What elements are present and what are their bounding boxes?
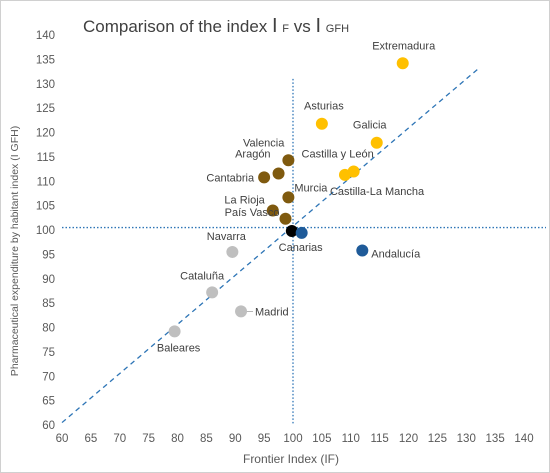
y-tick-label: 95 (42, 249, 55, 261)
x-tick-label: 75 (142, 433, 155, 445)
y-tick-label: 110 (37, 176, 55, 188)
data-point-label: País Vasco (225, 207, 280, 219)
x-tick-label: 65 (84, 433, 97, 445)
y-tick-label: 125 (36, 103, 55, 115)
y-tick-label: 65 (42, 396, 55, 408)
y-tick-label: 130 (36, 79, 55, 91)
title-var2: I (316, 15, 322, 37)
x-tick-label: 95 (258, 433, 271, 445)
data-point-label: Aragón (235, 148, 270, 160)
x-tick-label: 105 (312, 433, 331, 445)
x-tick-label: 90 (229, 433, 242, 445)
data-point-label: Navarra (207, 231, 247, 243)
y-tick-label: 105 (36, 201, 55, 213)
data-point-label: Canarias (279, 242, 324, 254)
data-point-label: Murcia (294, 182, 328, 194)
data-point (396, 57, 409, 70)
x-tick-label: 60 (56, 433, 69, 445)
y-tick-label: 120 (36, 128, 55, 140)
data-point (282, 191, 295, 204)
x-tick-label: 135 (486, 433, 505, 445)
y-tick-label: 80 (42, 323, 55, 335)
y-tick-label: 60 (42, 420, 55, 432)
data-point-label: Castilla-La Mancha (330, 186, 425, 198)
data-point (315, 117, 328, 130)
y-axis-title: Pharmaceutical expenditure by habitant i… (9, 126, 21, 376)
x-axis-title: Frontier Index (IF) (243, 452, 339, 466)
data-point (370, 136, 383, 149)
y-tick-label: 70 (42, 371, 55, 383)
data-point (168, 325, 181, 338)
y-tick-label: 85 (42, 298, 55, 310)
x-tick-label: 140 (514, 433, 533, 445)
chart-title: Comparison of the index I F vs I GFH (83, 15, 349, 37)
title-var1: I (272, 15, 278, 37)
x-tick-label: 125 (428, 433, 447, 445)
x-tick-label: 85 (200, 433, 213, 445)
y-tick-label: 100 (36, 225, 55, 237)
data-point (235, 305, 248, 318)
title-var1-subscript: F (282, 23, 289, 35)
x-tick-label: 70 (113, 433, 126, 445)
data-point-label: La Rioja (224, 195, 265, 207)
data-point-label: Extremadura (372, 40, 436, 52)
data-point-label: Baleares (157, 342, 201, 354)
data-point (356, 244, 369, 257)
data-point (226, 245, 239, 258)
data-point-label: Asturias (304, 101, 344, 113)
data-point-label: Madrid (255, 306, 289, 318)
y-tick-label: 140 (36, 30, 55, 42)
title-prefix: Comparison of the index (83, 17, 272, 36)
x-tick-label: 110 (342, 433, 360, 445)
data-point (338, 168, 351, 181)
data-point (258, 171, 271, 184)
data-point-label: Andalucía (371, 248, 421, 260)
data-point (282, 154, 295, 167)
data-points: Extremadura Asturias Galicia Castilla y Leó… (157, 40, 436, 354)
x-tick-label: 80 (171, 433, 184, 445)
axes: 60 65 70 75 80 85 90 95 100 105 110 115 120 125 130 135… (36, 30, 534, 445)
data-point (285, 224, 298, 237)
data-point (279, 212, 292, 225)
title-var2-subscript: GFH (326, 23, 349, 35)
data-point-label: Galicia (353, 120, 388, 132)
data-point (272, 167, 285, 180)
data-point-label: Valencia (243, 137, 285, 149)
data-point (206, 286, 219, 299)
x-tick-label: 115 (370, 433, 388, 445)
data-point (295, 226, 308, 239)
data-point-label: Cantabria (206, 172, 255, 184)
x-tick-label: 120 (399, 433, 418, 445)
x-tick-label: 130 (457, 433, 476, 445)
y-tick-label: 90 (42, 274, 55, 286)
diagonal-reference-line (61, 68, 479, 424)
data-point (266, 204, 279, 217)
y-tick-label: 115 (37, 152, 55, 164)
y-tick-label: 135 (36, 54, 55, 66)
data-point-label: Cataluña (180, 270, 225, 282)
y-tick-label: 75 (42, 347, 55, 359)
title-middle: vs (294, 17, 316, 36)
data-point-label: Castilla y León (302, 149, 374, 161)
x-tick-label: 100 (283, 433, 302, 445)
